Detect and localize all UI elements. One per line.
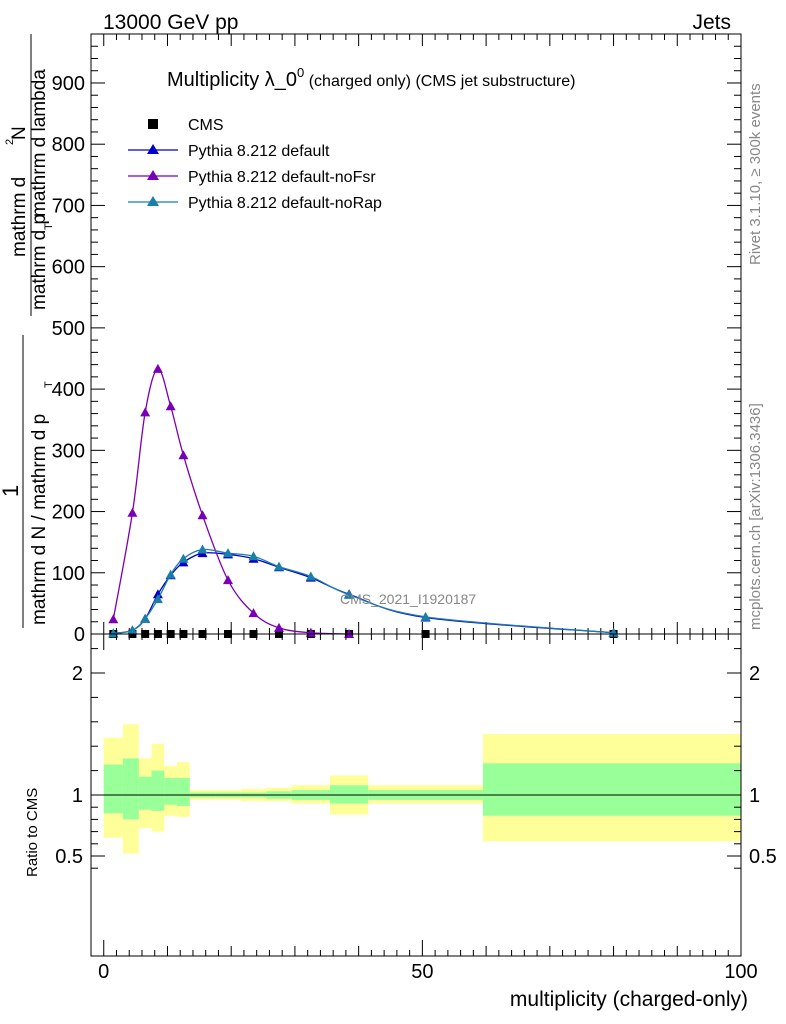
legend-label: CMS — [188, 117, 224, 134]
triangle-marker — [273, 622, 284, 632]
main-title: Multiplicity λ_00 (charged only) (CMS je… — [167, 65, 575, 91]
x-tick-label: 50 — [411, 961, 433, 983]
legend-entry: Pythia 8.212 default-noRap — [128, 195, 382, 212]
legend-entry: CMS — [148, 117, 224, 134]
ylabel-denominator: mathrm d N / mathrm d p — [29, 414, 50, 625]
header-right: Jets — [692, 11, 731, 34]
legend-square-marker — [148, 119, 158, 129]
legend-entry: Pythia 8.212 default-noFsr — [128, 169, 376, 186]
y-tick-label: 300 — [52, 440, 85, 462]
main-ylabel: 1 mathrm d 2 N mathrm d p T mathrm d lam… — [0, 34, 55, 628]
triangle-marker — [344, 589, 355, 599]
ylabel-denominator-sub: T — [43, 381, 55, 388]
title-main: Multiplicity λ_0 — [167, 69, 297, 91]
triangle-marker — [152, 589, 163, 599]
y-tick-label: 800 — [52, 134, 85, 156]
ylabel-fraction-bottom-pt: mathrm d p — [29, 214, 50, 310]
legend-label: Pythia 8.212 default-noRap — [188, 195, 382, 212]
y-tick-label: 200 — [52, 502, 85, 524]
triangle-marker — [140, 613, 151, 623]
inner-uncertainty-band — [329, 785, 369, 804]
ratio-plot-area: 0.5 0.5 1 1 2 2 0 50 100 — [55, 633, 777, 983]
inner-uncertainty-band — [138, 776, 152, 810]
ratio-y-tick-label-right: 2 — [749, 663, 760, 685]
y-tick-label: 400 — [52, 379, 85, 401]
triangle-marker — [108, 614, 119, 624]
triangle-marker — [248, 608, 259, 618]
ratio-y-tick-label-right: 0.5 — [749, 846, 777, 868]
triangle-marker — [197, 544, 208, 554]
triangle-marker — [140, 407, 151, 417]
title-sup: 0 — [297, 65, 304, 80]
ylabel-fraction-top-sup: 2 — [4, 139, 16, 145]
inner-uncertainty-band — [151, 770, 165, 811]
triangle-marker — [127, 625, 138, 635]
ratio-y-tick-label: 0.5 — [55, 846, 83, 868]
inner-uncertainty-band — [122, 758, 139, 820]
triangle-marker — [165, 569, 176, 579]
triangle-marker — [152, 363, 163, 373]
y-tick-label: 100 — [52, 563, 85, 585]
ylabel-numerator: 1 — [0, 485, 23, 497]
ylabel-fraction-top-d: mathrm d — [9, 177, 30, 257]
triangle-marker — [305, 627, 316, 637]
series-line — [112, 368, 350, 635]
triangle-marker — [165, 401, 176, 411]
legend-entry: Pythia 8.212 default — [128, 143, 330, 160]
y-tick-label: 500 — [52, 318, 85, 340]
x-axis-label: multiplicity (charged-only) — [510, 988, 748, 1011]
inner-uncertainty-band — [164, 777, 178, 805]
header-left: 13000 GeV pp — [103, 11, 238, 34]
legend-triangle-marker — [147, 170, 159, 180]
legend: CMS Pythia 8.212 default Pythia 8.212 defa… — [128, 117, 382, 212]
y-tick-label: 900 — [52, 73, 85, 95]
legend-label: Pythia 8.212 default-noFsr — [188, 169, 376, 186]
ratio-ylabel: Ratio to CMS — [24, 788, 41, 877]
triangle-marker — [223, 575, 234, 585]
title-sub: (charged only) (CMS jet substructure) — [304, 73, 575, 90]
mcplots-label: mcplots.cern.ch [arXiv:1306.3436] — [747, 403, 764, 630]
ylabel-fraction-top-n: N — [9, 126, 30, 140]
series-pythia-8-212-default-norap — [108, 544, 619, 638]
ylabel-fraction-bottom-lambda: mathrm d lambda — [29, 69, 50, 217]
triangle-marker — [178, 450, 189, 460]
x-tick-label: 0 — [98, 961, 109, 983]
triangle-marker — [178, 553, 189, 563]
x-tick-label: 100 — [724, 961, 757, 983]
triangle-marker — [305, 571, 316, 581]
triangle-marker — [248, 551, 259, 561]
triangle-marker — [197, 510, 208, 520]
triangle-marker — [108, 628, 119, 638]
series-pythia-8-212-default-nofsr — [108, 363, 355, 638]
y-tick-label: 600 — [52, 257, 85, 279]
ratio-y-tick-label: 2 — [72, 663, 83, 685]
rivet-label: Rivet 3.1.10, ≥ 300k events — [747, 83, 764, 265]
triangle-marker — [608, 627, 619, 637]
triangle-marker — [273, 561, 284, 571]
legend-triangle-marker — [147, 144, 159, 154]
legend-label: Pythia 8.212 default — [188, 143, 330, 160]
y-tick-label: 0 — [74, 624, 85, 646]
analysis-watermark: CMS_2021_I1920187 — [340, 591, 476, 607]
triangle-marker — [223, 548, 234, 558]
inner-uncertainty-band — [482, 763, 741, 816]
ratio-y-tick-label-right: 1 — [749, 785, 760, 807]
ylabel-fraction-bottom-sub: T — [43, 223, 55, 230]
inner-uncertainty-band — [103, 764, 123, 814]
triangle-marker — [127, 507, 138, 517]
triangle-marker — [152, 594, 163, 604]
triangle-marker — [420, 611, 431, 621]
legend-triangle-marker — [147, 196, 159, 206]
svg-text:Multiplicity λ_00 (charged onl: Multiplicity λ_00 (charged only) (CMS je… — [167, 65, 575, 91]
inner-uncertainty-band — [177, 777, 190, 806]
y-tick-label: 700 — [52, 195, 85, 217]
ratio-y-tick-label: 1 — [72, 785, 83, 807]
